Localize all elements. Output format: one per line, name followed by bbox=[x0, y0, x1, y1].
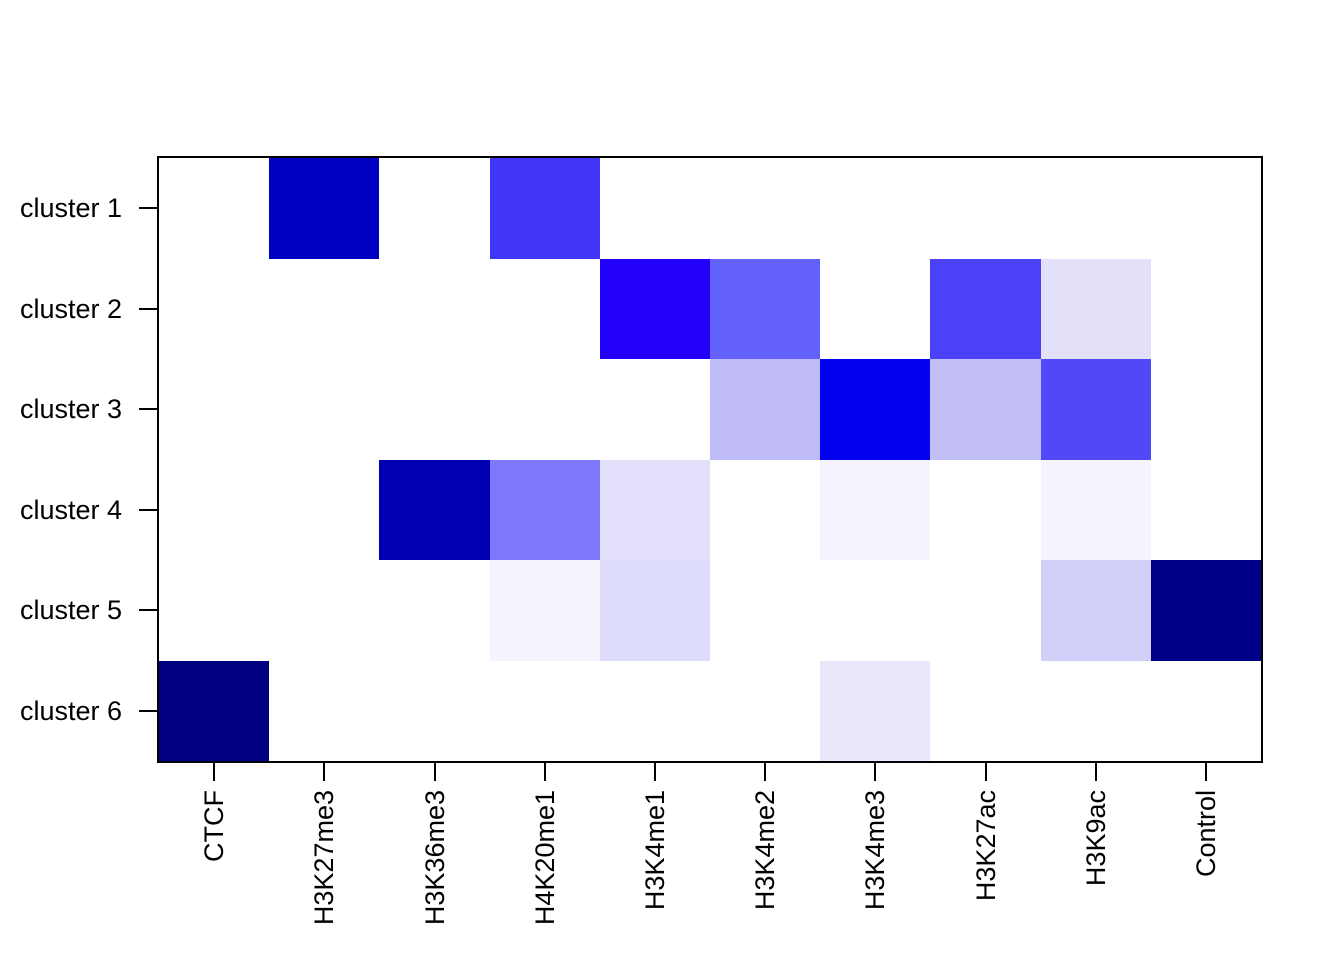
heatmap-cell bbox=[1040, 459, 1152, 561]
plot-area bbox=[157, 156, 1263, 763]
heatmap-cells-layer bbox=[159, 158, 1261, 761]
heatmap-cell bbox=[1040, 158, 1152, 259]
heatmap-cell bbox=[820, 660, 931, 761]
heatmap-cell bbox=[599, 158, 711, 259]
y-axis-tick bbox=[139, 609, 157, 612]
heatmap-cell bbox=[820, 560, 931, 661]
heatmap-cell bbox=[159, 560, 270, 661]
heatmap-cell bbox=[159, 660, 270, 761]
heatmap-cell bbox=[1040, 660, 1152, 761]
x-axis-label: H3K27ac bbox=[970, 790, 1001, 902]
heatmap-cell bbox=[159, 459, 270, 561]
y-axis-tick bbox=[139, 207, 157, 210]
heatmap-cell bbox=[489, 660, 601, 761]
heatmap-cell bbox=[710, 258, 821, 360]
heatmap-cell bbox=[489, 258, 601, 360]
heatmap-cell bbox=[599, 660, 711, 761]
x-axis-label: H3K4me1 bbox=[639, 790, 670, 911]
heatmap-cell bbox=[930, 258, 1042, 360]
y-axis-tick bbox=[139, 307, 157, 310]
y-axis-label: cluster 6 bbox=[19, 695, 122, 726]
x-axis-tick bbox=[213, 763, 216, 781]
heatmap-cell bbox=[1150, 158, 1261, 259]
x-axis-label: H3K36me3 bbox=[419, 790, 450, 926]
heatmap-cell bbox=[379, 560, 491, 661]
heatmap-cell bbox=[820, 359, 931, 460]
heatmap-cell bbox=[710, 459, 821, 561]
heatmap-cell bbox=[379, 158, 491, 259]
heatmap-cell bbox=[1040, 359, 1152, 460]
x-axis-tick bbox=[543, 763, 546, 781]
heatmap-cell bbox=[269, 560, 380, 661]
y-axis-label: cluster 3 bbox=[19, 394, 122, 425]
x-axis-tick bbox=[984, 763, 987, 781]
heatmap-cell bbox=[269, 258, 380, 360]
y-axis-label: cluster 4 bbox=[19, 494, 122, 525]
heatmap-cell bbox=[599, 459, 711, 561]
heatmap-cell bbox=[269, 359, 380, 460]
heatmap-cell bbox=[489, 459, 601, 561]
heatmap-cell bbox=[379, 258, 491, 360]
heatmap-cell bbox=[820, 459, 931, 561]
heatmap-cell bbox=[379, 660, 491, 761]
heatmap-cell bbox=[489, 560, 601, 661]
x-axis-label: H3K4me3 bbox=[860, 790, 891, 911]
x-axis-tick bbox=[323, 763, 326, 781]
heatmap-cell bbox=[489, 158, 601, 259]
heatmap-cell bbox=[269, 459, 380, 561]
x-axis-label: H3K27me3 bbox=[309, 790, 340, 926]
heatmap-cell bbox=[269, 158, 380, 259]
y-axis-tick bbox=[139, 408, 157, 411]
x-axis-tick bbox=[433, 763, 436, 781]
heatmap-cell bbox=[930, 459, 1042, 561]
x-axis-label: Control bbox=[1190, 790, 1221, 878]
heatmap-cell bbox=[159, 258, 270, 360]
heatmap-cell bbox=[269, 660, 380, 761]
x-axis-tick bbox=[653, 763, 656, 781]
heatmap-cell bbox=[159, 359, 270, 460]
heatmap-cell bbox=[930, 359, 1042, 460]
heatmap-cell bbox=[710, 158, 821, 259]
x-axis-label: H3K4me2 bbox=[750, 790, 781, 911]
x-axis-tick bbox=[764, 763, 767, 781]
heatmap-cell bbox=[710, 359, 821, 460]
heatmap-cell bbox=[599, 560, 711, 661]
heatmap-cell bbox=[1150, 560, 1261, 661]
y-axis-label: cluster 1 bbox=[19, 193, 122, 224]
heatmap-cell bbox=[599, 258, 711, 360]
heatmap-cell bbox=[930, 660, 1042, 761]
heatmap-cell bbox=[1150, 258, 1261, 360]
heatmap-cell bbox=[710, 660, 821, 761]
heatmap-cell bbox=[1150, 660, 1261, 761]
heatmap-cell bbox=[820, 158, 931, 259]
heatmap-cell bbox=[599, 359, 711, 460]
heatmap-cell bbox=[930, 560, 1042, 661]
heatmap-cell bbox=[710, 560, 821, 661]
heatmap-cell bbox=[820, 258, 931, 360]
y-axis-tick bbox=[139, 508, 157, 511]
heatmap-cell bbox=[1040, 258, 1152, 360]
heatmap-cell bbox=[379, 459, 491, 561]
x-axis-label: CTCF bbox=[199, 790, 230, 862]
heatmap-cell bbox=[489, 359, 601, 460]
x-axis-tick bbox=[874, 763, 877, 781]
x-axis-label: H3K9ac bbox=[1080, 790, 1111, 887]
y-axis-label: cluster 2 bbox=[19, 293, 122, 324]
x-axis-tick bbox=[1094, 763, 1097, 781]
heatmap-cell bbox=[379, 359, 491, 460]
x-axis-label: H4K20me1 bbox=[529, 790, 560, 926]
x-axis-tick bbox=[1204, 763, 1207, 781]
y-axis-tick bbox=[139, 709, 157, 712]
heatmap-cell bbox=[1040, 560, 1152, 661]
heatmap-cell bbox=[159, 158, 270, 259]
heatmap-cell bbox=[930, 158, 1042, 259]
heatmap-cell bbox=[1150, 459, 1261, 561]
y-axis-label: cluster 5 bbox=[19, 595, 122, 626]
heatmap-cell bbox=[1150, 359, 1261, 460]
